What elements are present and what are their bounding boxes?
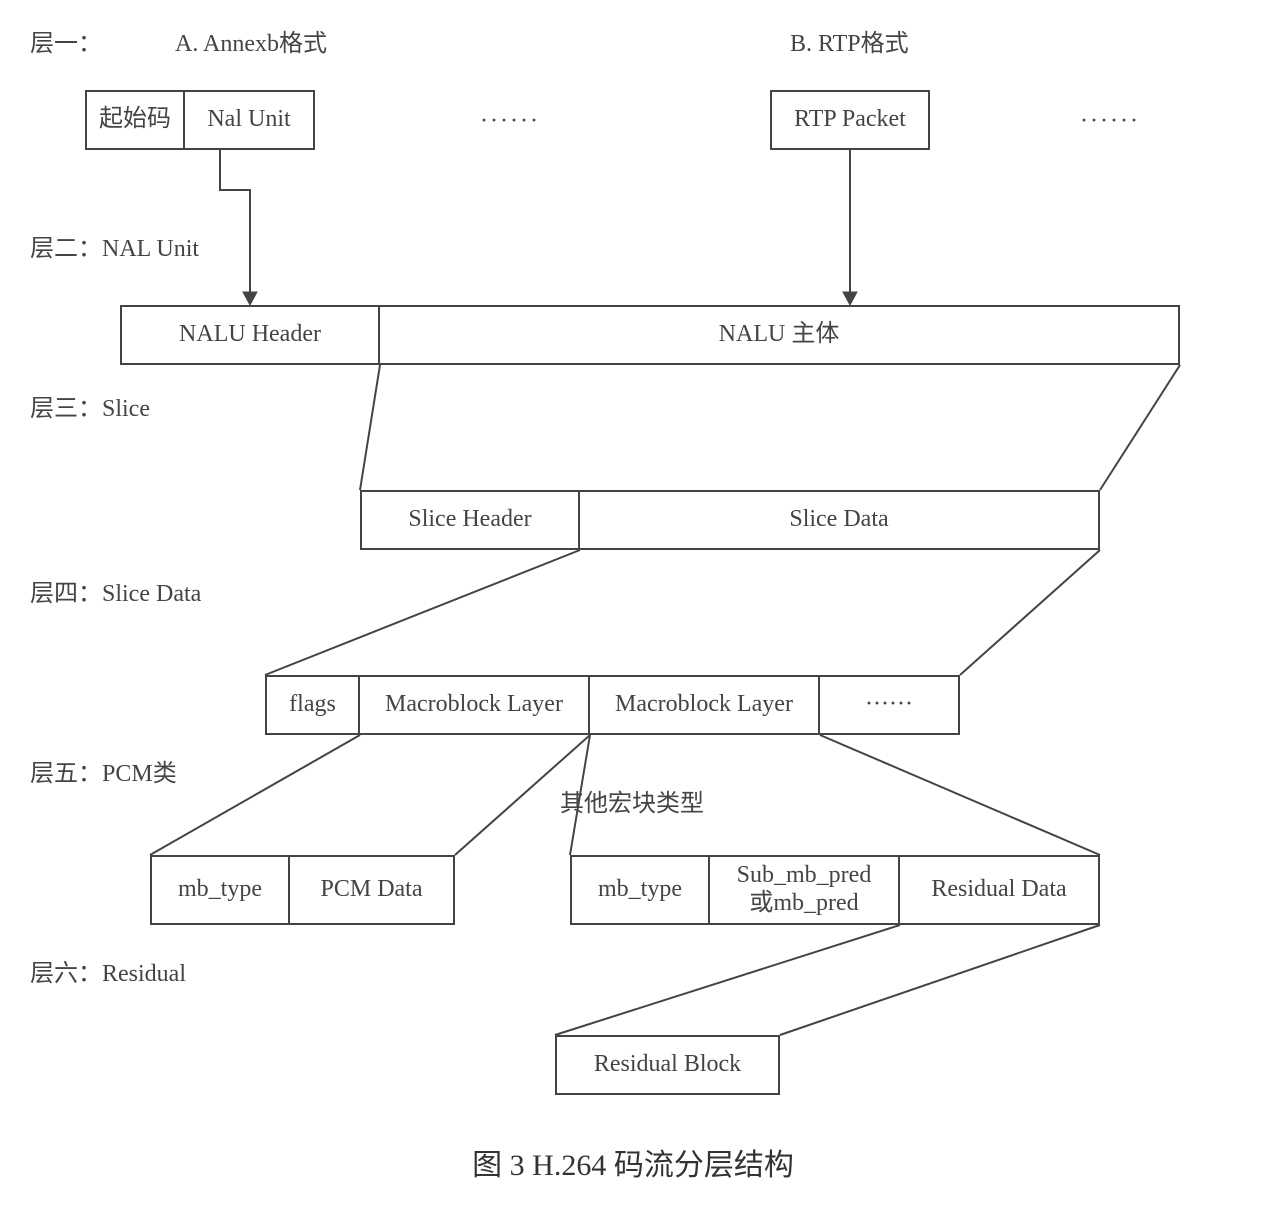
layer1-a-label: A. Annexb格式 [175, 30, 327, 59]
residual-data-box: Residual Data [898, 855, 1100, 925]
flags-box: flags [265, 675, 360, 735]
rtp-packet-box: RTP Packet [770, 90, 930, 150]
layer6-label: 层六：Residual [30, 960, 186, 989]
other-mb-type-box: mb_type [570, 855, 710, 925]
layer1-label: 层一： [30, 30, 102, 59]
sub-mb-pred-box: Sub_mb_pred 或mb_pred [708, 855, 900, 925]
layer1-b-label: B. RTP格式 [790, 30, 909, 59]
nalu-header-box: NALU Header [120, 305, 380, 365]
mb-layer-1-box: Macroblock Layer [358, 675, 590, 735]
ellipsis-1: ······ [480, 108, 540, 135]
nal-unit-box: Nal Unit [183, 90, 315, 150]
residual-block-box: Residual Block [555, 1035, 780, 1095]
nalu-body-box: NALU 主体 [378, 305, 1180, 365]
slice-header-box: Slice Header [360, 490, 580, 550]
mb-dots-box: ······ [818, 675, 960, 735]
pcm-data-box: PCM Data [288, 855, 455, 925]
mb-layer-2-box: Macroblock Layer [588, 675, 820, 735]
slice-data-box: Slice Data [578, 490, 1100, 550]
layer3-label: 层三：Slice [30, 395, 150, 424]
layer5-label: 层五：PCM类 [30, 760, 177, 789]
ellipsis-2: ······ [1080, 108, 1140, 135]
diagram-canvas: 层一： A. Annexb格式 B. RTP格式 层二：NAL Unit 层三：… [0, 0, 1266, 1210]
layer2-label: 层二：NAL Unit [30, 235, 199, 264]
layer4-label: 层四：Slice Data [30, 580, 201, 609]
start-code-box: 起始码 [85, 90, 185, 150]
layer5-other-label: 其他宏块类型 [560, 790, 704, 819]
pcm-mb-type-box: mb_type [150, 855, 290, 925]
figure-caption: 图 3 H.264 码流分层结构 [0, 1140, 1266, 1184]
